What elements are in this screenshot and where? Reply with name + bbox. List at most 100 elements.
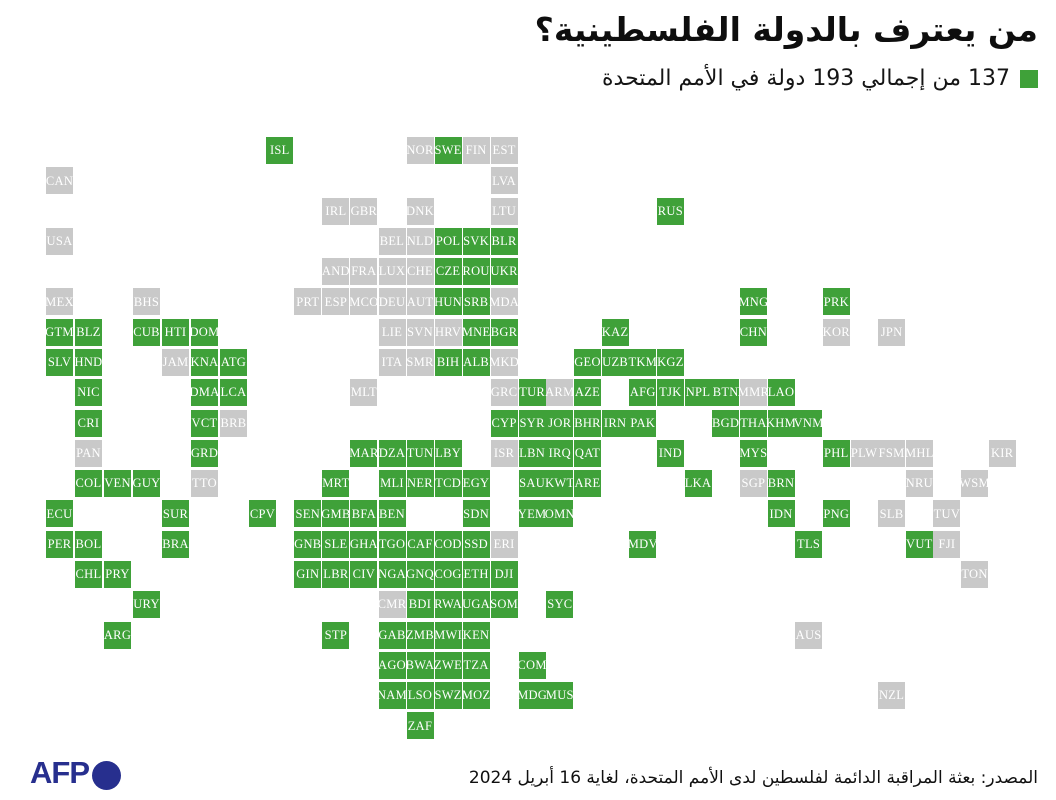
tile-KEN: KEN [462, 621, 490, 649]
tile-THA: THA [739, 409, 767, 437]
tile-SOM: SOM [490, 591, 518, 619]
tile-GUY: GUY [133, 470, 160, 498]
tile-CZE: CZE [434, 258, 462, 286]
tile-KAZ: KAZ [601, 318, 629, 346]
tile-UZB: UZB [601, 349, 629, 376]
tile-JPN: JPN [878, 318, 906, 346]
tile-ARE: ARE [574, 470, 601, 498]
tile-BWA: BWA [406, 651, 434, 679]
tile-BRB: BRB [220, 409, 247, 437]
tile-FIN: FIN [462, 137, 490, 164]
tile-MOZ: MOZ [462, 682, 490, 709]
legend-swatch [1020, 69, 1038, 88]
tile-AZE: AZE [574, 379, 601, 407]
tile-RWA: RWA [434, 591, 462, 619]
tile-ITA: ITA [378, 349, 406, 376]
tile-FJI: FJI [933, 530, 961, 558]
tile-PLW: PLW [850, 439, 878, 467]
tile-YEM: YEM [518, 500, 546, 528]
tile-MEX: MEX [45, 288, 74, 316]
tile-BEL: BEL [378, 227, 406, 255]
tile-HND: HND [75, 349, 102, 376]
tile-NIC: NIC [75, 379, 102, 407]
tile-BGD: BGD [712, 409, 740, 437]
tile-SEN: SEN [294, 500, 322, 528]
tile-GMB: GMB [321, 500, 350, 528]
tile-ZAF: ZAF [406, 712, 434, 740]
tile-ETH: ETH [462, 560, 490, 588]
tile-SSD: SSD [462, 530, 490, 558]
tile-TUV: TUV [933, 500, 961, 528]
tile-ARG: ARG [104, 621, 131, 649]
tile-AFG: AFG [629, 379, 657, 407]
tile-IDN: IDN [767, 500, 795, 528]
tile-LAO: LAO [767, 379, 795, 407]
tile-MKD: MKD [489, 349, 519, 376]
tile-GTM: GTM [45, 318, 74, 346]
tile-MDG: MDG [517, 682, 547, 709]
tile-USA: USA [46, 227, 73, 255]
tile-ZMB: ZMB [406, 621, 434, 649]
tile-IRL: IRL [322, 197, 350, 225]
tile-MMR: MMR [738, 379, 769, 407]
tile-DOM: DOM [189, 318, 219, 346]
tile-MDV: MDV [628, 530, 658, 558]
tile-TGO: TGO [378, 530, 406, 558]
tile-GNQ: GNQ [406, 560, 434, 588]
tile-NOR: NOR [406, 137, 434, 164]
tile-SYR: SYR [518, 409, 546, 437]
tile-TTO: TTO [191, 470, 218, 498]
tile-KIR: KIR [988, 439, 1016, 467]
tile-CIV: CIV [350, 560, 378, 588]
tile-GIN: GIN [294, 560, 322, 588]
tile-VCT: VCT [191, 409, 218, 437]
tile-MNG: MNG [738, 288, 768, 316]
tile-FRA: FRA [350, 258, 378, 286]
tile-DNK: DNK [406, 197, 434, 225]
tile-AND: AND [322, 258, 350, 286]
tile-BLR: BLR [490, 227, 518, 255]
tile-COG: COG [434, 560, 462, 588]
tile-GEO: GEO [574, 349, 601, 376]
tile-ISR: ISR [490, 439, 518, 467]
tile-JAM: JAM [162, 349, 189, 376]
tile-AUT: AUT [406, 288, 434, 316]
tile-TON: TON [961, 560, 988, 588]
tile-SWZ: SWZ [434, 682, 462, 709]
tile-CHE: CHE [406, 258, 434, 286]
tile-GRD: GRD [191, 439, 218, 467]
tile-CUB: CUB [133, 318, 160, 346]
tile-TUN: TUN [406, 439, 434, 467]
tile-JOR: JOR [546, 409, 574, 437]
tile-SMR: SMR [406, 349, 434, 376]
tile-MNE: MNE [462, 318, 490, 346]
tile-ERI: ERI [490, 530, 518, 558]
tile-ISL: ISL [266, 137, 294, 164]
tile-CPV: CPV [249, 500, 276, 528]
tile-GNB: GNB [294, 530, 322, 558]
tile-COL: COL [75, 470, 102, 498]
tile-SLE: SLE [322, 530, 350, 558]
tile-PAN: PAN [75, 439, 102, 467]
tile-MHL: MHL [905, 439, 933, 467]
tile-NZL: NZL [878, 682, 906, 709]
tile-ZWE: ZWE [434, 651, 462, 679]
tile-LBN: LBN [518, 439, 546, 467]
tile-CHL: CHL [75, 560, 102, 588]
tile-SVK: SVK [462, 227, 490, 255]
tile-BTN: BTN [712, 379, 740, 407]
tile-LIE: LIE [378, 318, 406, 346]
tile-NLD: NLD [406, 227, 434, 255]
tile-PER: PER [46, 530, 73, 558]
tile-MDA: MDA [489, 288, 519, 316]
tile-HTI: HTI [162, 318, 189, 346]
tile-PAK: PAK [629, 409, 657, 437]
tile-QAT: QAT [574, 439, 601, 467]
tile-NRU: NRU [906, 470, 933, 498]
tile-SGP: SGP [739, 470, 767, 498]
tile-BRA: BRA [162, 530, 189, 558]
tile-SUR: SUR [162, 500, 189, 528]
tile-DJI: DJI [490, 560, 518, 588]
source-text: المصدر: بعثة المراقبة الدائمة لفلسطين لد… [468, 768, 1038, 788]
tile-MWI: MWI [434, 621, 462, 649]
